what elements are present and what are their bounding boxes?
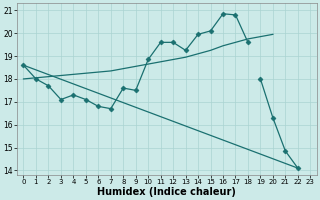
X-axis label: Humidex (Indice chaleur): Humidex (Indice chaleur)	[98, 187, 236, 197]
